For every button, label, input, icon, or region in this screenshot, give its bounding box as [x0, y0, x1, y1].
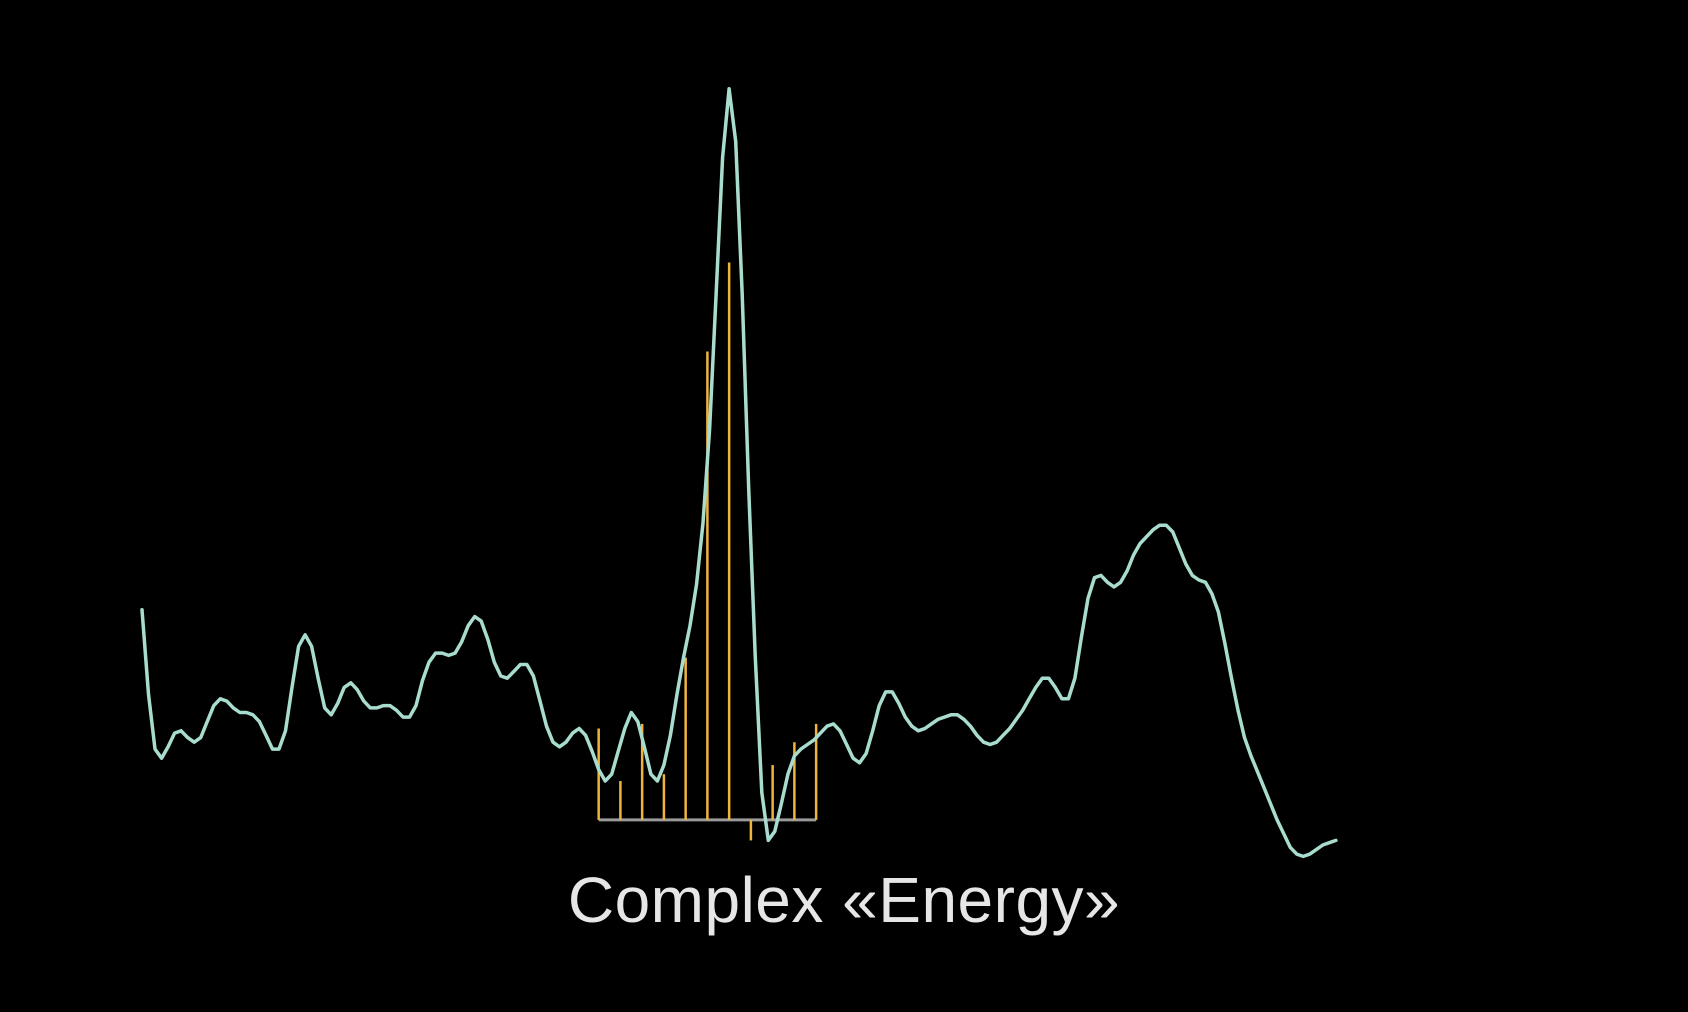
signal-line-layer — [140, 87, 1338, 859]
signal-line — [140, 87, 1338, 859]
stem-layer — [597, 262, 818, 841]
chart-title: Complex «Energy» — [567, 864, 1121, 936]
